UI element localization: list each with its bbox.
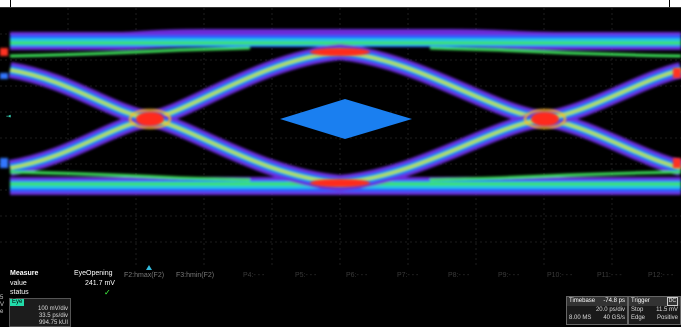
check-icon: ✓ <box>104 288 111 297</box>
param-p4[interactable]: P4:- - - <box>243 272 265 279</box>
timebase-row-1: 20.0 ps/div <box>567 306 627 314</box>
param-p10[interactable]: P10:- - - <box>547 272 573 279</box>
param-p11[interactable]: P11:- - - <box>597 272 622 279</box>
measure-title: Measure <box>10 270 39 277</box>
trigger-type: Edge <box>631 315 646 321</box>
eye-mask-diamond <box>280 99 412 139</box>
timebase-label: Timebase <box>569 298 596 304</box>
window-top-bar <box>0 0 681 8</box>
eye-ui-count: 994.75 kUI <box>38 320 68 326</box>
measure-value-label: value <box>10 280 27 287</box>
timebase-row-2: 8.00 MS 40 GS/s <box>567 314 627 322</box>
left-edge-labels: 5 V e <box>0 295 8 316</box>
measure-status-label: status <box>10 289 29 296</box>
timebase-offset: -74.8 ps <box>603 298 625 304</box>
param-p3[interactable]: F3:hmin(F2) <box>176 272 215 279</box>
measure-name[interactable]: EyeOpening <box>74 270 113 277</box>
measure-panel[interactable]: Measure value status EyeOpening 241.7 mV… <box>0 268 120 325</box>
eye-diagram-svg <box>0 8 681 267</box>
trigger-row-1: Stop 11.5 mV <box>629 306 680 314</box>
param-p8[interactable]: P8:- - - <box>448 272 470 279</box>
param-p12[interactable]: P12:- - - <box>648 272 674 279</box>
right-stub <box>669 0 678 7</box>
param-p6[interactable]: P6:- - - <box>346 272 368 279</box>
param-p7[interactable]: P7:- - - <box>397 272 419 279</box>
parameter-bar: F2:hmax(F2) F3:hmin(F2) P4:- - - P5:- - … <box>0 268 681 288</box>
trigger-slope: Positive <box>656 315 678 321</box>
param-p2[interactable]: F2:hmax(F2) <box>124 272 165 279</box>
left-label-2: V <box>0 302 5 308</box>
timebase-rate: 40 GS/s <box>603 315 625 321</box>
trigger-label: Trigger <box>631 298 650 304</box>
measure-value: 241.7 mV <box>85 280 115 287</box>
param-p9[interactable]: P9:- - - <box>498 272 520 279</box>
eye-tag: Eye <box>10 299 25 306</box>
timebase-box[interactable]: Timebase -74.8 ps 20.0 ps/div 8.00 MS 40… <box>566 296 628 325</box>
trigger-coupling: DC <box>666 297 678 306</box>
channel-marker[interactable]: ⇥ <box>6 114 12 120</box>
trigger-mode: Stop <box>631 307 644 313</box>
crossing-hotspots <box>0 48 681 187</box>
left-label-3: e <box>0 309 4 315</box>
trigger-row-2: Edge Positive <box>629 314 680 322</box>
eye-horizontal-scale: 33.5 ps/div <box>38 313 68 319</box>
eye-diagram-display[interactable] <box>0 8 681 267</box>
trigger-box[interactable]: Trigger DC Stop 11.5 mV Edge Positive <box>628 296 681 325</box>
timebase-samples: 8.00 MS <box>569 315 592 321</box>
trigger-header: Trigger DC <box>629 297 680 306</box>
eye-descriptor-box[interactable]: Eye 100 mV/div 33.5 ps/div 994.75 kUI <box>9 298 71 327</box>
trigger-level: 11.5 mV <box>656 307 678 313</box>
eye-vertical-scale: 100 mV/div <box>37 306 68 312</box>
timebase-header: Timebase -74.8 ps <box>567 297 627 306</box>
trigger-position-marker[interactable] <box>146 265 152 270</box>
left-label-1: 5 <box>0 295 4 301</box>
timebase-div: 20.0 ps/div <box>595 307 625 313</box>
param-p5[interactable]: P5:- - - <box>295 272 317 279</box>
left-stub <box>0 0 11 7</box>
